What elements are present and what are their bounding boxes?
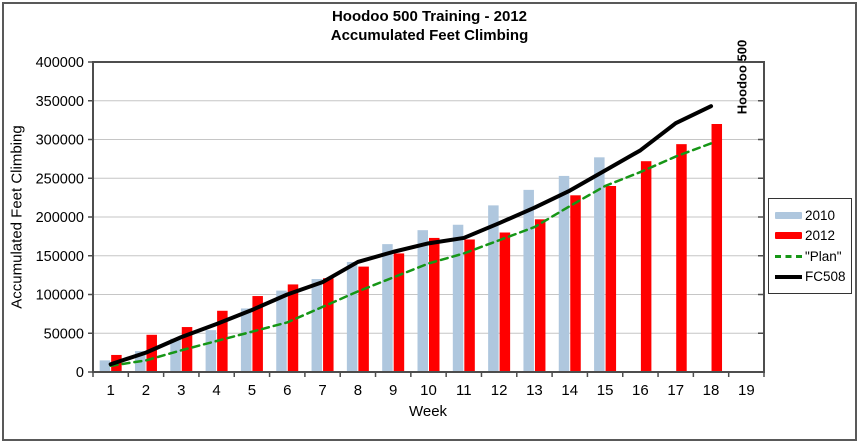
legend-label-plan: "Plan" xyxy=(805,248,842,264)
bar-2010-week-7 xyxy=(311,279,323,372)
bar-2010-week-8 xyxy=(346,261,358,372)
bar-2012-week-9 xyxy=(393,253,405,372)
x-tick-label: 1 xyxy=(106,382,114,399)
x-tick-label: 14 xyxy=(561,382,578,399)
x-tick-label: 9 xyxy=(389,382,397,399)
bar-2010-week-3 xyxy=(170,338,181,372)
bar-2012-week-5 xyxy=(252,296,263,372)
bar-2012-week-4 xyxy=(217,310,228,372)
series-line-Plan xyxy=(109,142,713,368)
bar-2012-week-2 xyxy=(146,334,157,372)
legend-swatch-plan-dashed-line xyxy=(775,254,802,258)
x-tick-label: 6 xyxy=(283,382,291,399)
bar-2010-week-11 xyxy=(452,224,464,372)
x-tick-label: 11 xyxy=(456,382,472,399)
y-tick-label: 50000 xyxy=(44,326,84,342)
bar-2012-week-7 xyxy=(323,278,334,372)
legend-item-2012: 2012 xyxy=(775,227,846,245)
chart-title-line1: Hoodoo 500 Training - 2012 xyxy=(331,8,528,25)
bar-2012-week-10 xyxy=(429,237,440,372)
y-tick-label: 350000 xyxy=(36,94,84,110)
legend-item-plan: "Plan" xyxy=(775,247,846,265)
bar-2010-week-14 xyxy=(558,175,570,372)
legend-item-2010: 2010 xyxy=(775,206,846,224)
bar-2010-week-6 xyxy=(276,290,287,372)
x-tick-label: 10 xyxy=(420,382,437,399)
bar-2010-week-1 xyxy=(99,360,111,372)
bar-2012-week-13 xyxy=(534,219,546,372)
bar-2010-week-5 xyxy=(240,308,252,372)
y-tick-label: 150000 xyxy=(36,249,84,265)
hoodoo-500-annotation: Hoodoo 500 xyxy=(734,39,750,115)
bar-2010-week-12 xyxy=(488,205,499,372)
series-line-FC508 xyxy=(108,104,714,367)
x-tick-label: 19 xyxy=(738,382,755,399)
bar-2012-week-17 xyxy=(676,144,687,372)
legend-item-fc508: FC508 xyxy=(775,268,846,286)
y-tick-label: 250000 xyxy=(36,171,84,187)
x-tick-label: 15 xyxy=(597,382,614,399)
y-tick-label: 0 xyxy=(76,365,84,381)
bar-2012-week-8 xyxy=(358,266,369,372)
legend: 2010 2012 "Plan" FC508 xyxy=(768,198,852,294)
bar-2012-week-11 xyxy=(464,239,475,372)
legend-swatch-2012-bar xyxy=(775,232,802,240)
chart-title-line2: Accumulated Feet Climbing xyxy=(330,27,529,44)
x-tick-label: 3 xyxy=(177,382,185,399)
bar-2010-week-4 xyxy=(205,330,217,372)
bar-2012-week-18 xyxy=(711,124,723,372)
x-tick-label: 13 xyxy=(526,382,543,399)
legend-swatch-fc508-line xyxy=(775,275,802,279)
bar-2012-week-15 xyxy=(605,186,617,372)
y-tick-label: 300000 xyxy=(36,133,84,149)
bar-2010-week-9 xyxy=(382,244,393,372)
bar-2012-week-16 xyxy=(640,161,652,372)
x-tick-label: 16 xyxy=(632,382,649,399)
x-tick-label: 7 xyxy=(318,382,326,399)
legend-label-fc508: FC508 xyxy=(805,269,846,285)
x-axis-title: Week xyxy=(408,403,448,420)
x-tick-label: 4 xyxy=(212,382,220,399)
legend-swatch-2010-bar xyxy=(775,211,802,219)
bar-2010-week-13 xyxy=(523,189,534,372)
bar-2010-week-10 xyxy=(417,230,428,372)
y-tick-label: 100000 xyxy=(36,288,84,304)
legend-label-2012: 2012 xyxy=(805,228,836,244)
y-tick-label: 400000 xyxy=(36,55,84,71)
x-tick-label: 12 xyxy=(491,382,508,399)
y-tick-label: 200000 xyxy=(36,210,84,226)
bar-2012-week-14 xyxy=(570,195,581,372)
bar-2012-week-6 xyxy=(287,284,299,372)
bar-2010-week-15 xyxy=(594,157,605,372)
chart-title: Hoodoo 500 Training - 2012 Accumulated F… xyxy=(0,7,859,45)
x-tick-label: 8 xyxy=(354,382,362,399)
x-tick-label: 17 xyxy=(667,382,684,399)
x-tick-label: 2 xyxy=(142,382,150,399)
x-tick-label: 18 xyxy=(703,382,720,399)
legend-label-2010: 2010 xyxy=(805,207,836,223)
x-tick-label: 5 xyxy=(248,382,256,399)
bar-2012-week-12 xyxy=(499,232,511,372)
